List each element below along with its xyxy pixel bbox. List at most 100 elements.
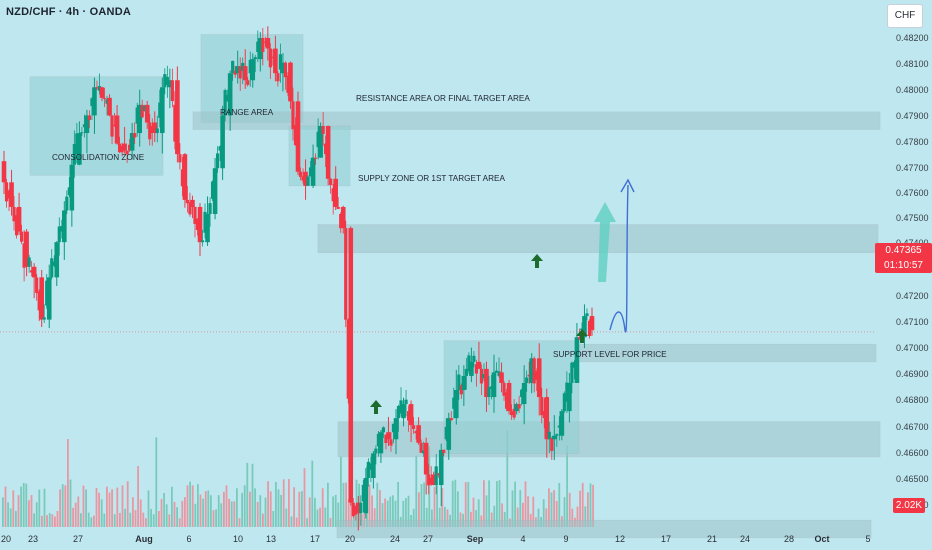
candle-body (210, 181, 215, 199)
candle-body (220, 115, 225, 169)
candle-body (200, 240, 205, 243)
candle-body (346, 319, 350, 399)
volume-bar (405, 498, 407, 527)
candle-body (469, 361, 474, 376)
volume-bar (493, 505, 496, 527)
candle-body (487, 387, 491, 398)
candle-body (90, 98, 94, 107)
volume-bar (319, 507, 321, 527)
candle-body (4, 182, 9, 202)
candle-body (263, 41, 267, 43)
volume-bar (311, 460, 314, 527)
volume-bar (137, 466, 139, 527)
candle-body (150, 126, 154, 133)
candle-body (344, 228, 348, 320)
volume-bar (212, 510, 215, 527)
y-tick-label: 0.48200 (896, 33, 929, 43)
candle-body (185, 199, 190, 204)
candle-body (170, 80, 174, 102)
candle-body (110, 115, 114, 137)
volume-bar (371, 495, 373, 527)
volume-bar (392, 495, 394, 527)
volume-bar (373, 508, 376, 527)
volume-bar (314, 497, 316, 527)
last-price-tag: 0.47365 01:10:57 (875, 243, 932, 273)
y-tick-label: 0.46600 (896, 448, 929, 458)
x-tick-label: 23 (28, 534, 38, 544)
candle-body (1, 161, 7, 183)
volume-bar (217, 495, 220, 527)
volume-bar (386, 500, 389, 527)
support-arrow-icon (370, 400, 382, 414)
volume-bar (532, 496, 535, 527)
candle-body (446, 418, 452, 450)
volume-bar (210, 495, 212, 527)
volume-bar (160, 498, 163, 527)
candle-body (205, 214, 210, 243)
volume-bar (425, 507, 428, 527)
volume-bar (69, 479, 72, 527)
candle-body (449, 418, 453, 421)
candle-body (291, 101, 295, 130)
volume-bar (43, 488, 46, 527)
volume-bar (238, 518, 241, 527)
candle-body (125, 150, 129, 155)
candle-body (336, 206, 340, 209)
currency-selector[interactable]: CHF (887, 4, 923, 28)
volume-bar (46, 515, 48, 527)
volume-bar (379, 490, 381, 527)
volume-bar (51, 514, 54, 527)
volume-bar (472, 497, 475, 527)
volume-bar (139, 499, 142, 527)
volume-bar (93, 515, 95, 527)
volume-bar (28, 500, 30, 527)
candle-body (30, 270, 34, 273)
x-tick-label: 27 (73, 534, 83, 544)
volume-bar (90, 517, 93, 527)
volume-bar (288, 479, 290, 527)
candle-body (359, 502, 363, 514)
support-label: SUPPORT LEVEL FOR PRICE (553, 350, 667, 359)
candle-body (557, 425, 561, 428)
candle-body (135, 107, 139, 124)
candle-body (163, 74, 167, 88)
volume-bar (329, 517, 332, 527)
volume-bar (259, 495, 262, 527)
volume-bar (12, 490, 15, 527)
candle-body (416, 425, 421, 443)
volume-bar (191, 485, 194, 527)
x-tick-label: 12 (615, 534, 625, 544)
volume-bar (38, 489, 41, 527)
volume-bar (20, 486, 22, 527)
candle-body (276, 73, 280, 82)
candle-body (310, 157, 316, 186)
candle-body (227, 73, 233, 116)
volume-bar (558, 482, 561, 527)
volume-bar (457, 491, 459, 527)
candle-body (547, 431, 551, 440)
candle-body (188, 202, 192, 215)
candle-body (148, 122, 152, 140)
volume-bar (95, 487, 98, 527)
candle-body (340, 206, 346, 229)
volume-bar (293, 487, 295, 527)
volume-bar (74, 502, 77, 527)
x-tick-label: 21 (707, 534, 717, 544)
candle-body (434, 466, 438, 486)
candle-body (570, 362, 574, 383)
candle-body (52, 261, 56, 266)
volume-bar (207, 490, 210, 527)
volume-bar (451, 480, 454, 527)
candle-body (333, 178, 338, 207)
candle-body (411, 425, 416, 430)
candle-body (520, 389, 524, 398)
volume-bar (251, 463, 254, 527)
candle-body (374, 448, 378, 454)
volume-bar (363, 506, 366, 527)
x-tick-label: 24 (390, 534, 400, 544)
volume-bar (171, 486, 173, 527)
volume-bar (4, 486, 7, 527)
volume-bar (17, 495, 20, 527)
candle-body (107, 97, 112, 116)
